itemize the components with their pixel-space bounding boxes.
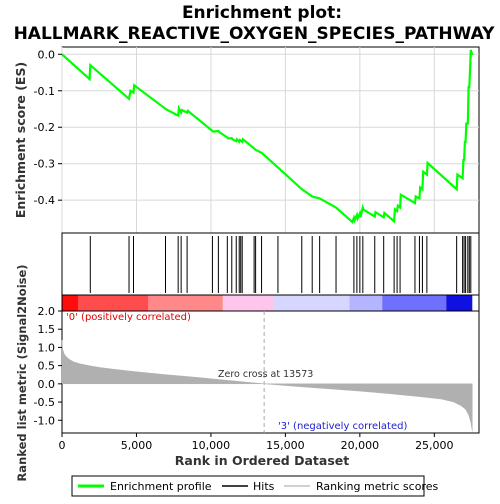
legend-enrichment-profile-label: Enrichment profile <box>110 480 212 493</box>
hits-panel <box>61 232 480 296</box>
x-tick-label: 5,000 <box>121 439 153 452</box>
title-block: Enrichment plot: HALLMARK_REACTIVE_OXYGE… <box>14 3 496 44</box>
color-bar-segment <box>349 295 383 311</box>
color-bar-segment <box>148 295 223 311</box>
x-tick-label: 20,000 <box>341 439 380 452</box>
x-tick-label: 10,000 <box>192 439 231 452</box>
color-bar-segment <box>382 295 447 311</box>
ranking-metric-area <box>61 340 473 432</box>
positive-label: '0' (positively correlated) <box>66 312 191 323</box>
negative-label: '3' (negatively correlated) <box>278 421 407 432</box>
hits-panel-frame <box>61 232 480 296</box>
x-axis-label: Rank in Ordered Dataset <box>175 453 349 468</box>
color-bar-segment <box>78 295 149 311</box>
zero-cross-label: Zero cross at 13573 <box>218 369 313 380</box>
rank-y-tick-label: 2.0 <box>38 305 56 318</box>
es-y-axis-label: Enrichment score (ES) <box>13 62 28 218</box>
rank-metric-panel: 2.0 1.5 1.0 0.5 0.0 -0.5 -1.0 '0' (positively … <box>15 264 480 482</box>
x-tick-label: 0 <box>59 439 66 452</box>
es-y-tick-label: -0.4 <box>34 194 55 207</box>
title-line-2: HALLMARK_REACTIVE_OXYGEN_SPECIES_PATHWAY <box>14 24 496 44</box>
x-axis: 0 5,000 10,000 15,000 20,000 25,000 <box>59 433 454 452</box>
rank-y-tick-label: -0.5 <box>34 396 55 409</box>
rank-y-axis: 2.0 1.5 1.0 0.5 0.0 -0.5 -1.0 <box>34 305 62 427</box>
hit-marks <box>89 236 472 293</box>
legend-hits-label: Hits <box>253 480 275 493</box>
x-tick-label: 25,000 <box>415 439 454 452</box>
rank-y-tick-label: 1.0 <box>38 341 56 354</box>
color-bar-segment <box>273 295 350 311</box>
es-y-tick-label: -0.3 <box>34 158 55 171</box>
color-bar-segment <box>62 295 79 311</box>
color-bar-segment <box>222 295 274 311</box>
title-line-1: Enrichment plot: <box>182 3 342 23</box>
legend: Enrichment profile Hits Ranking metric s… <box>71 475 438 497</box>
es-y-tick-label: 0.0 <box>38 48 56 61</box>
es-panel-frame <box>61 46 480 234</box>
color-bar-segment <box>446 295 473 311</box>
rank-y-axis-label: Ranked list metric (Signal2Noise) <box>15 264 29 481</box>
x-tick-label: 15,000 <box>266 439 305 452</box>
es-panel: 0.0 -0.1 -0.2 -0.3 -0.4 Enrichment score (ES… <box>13 46 480 234</box>
rank-y-tick-label: 0.5 <box>38 360 56 373</box>
enrichment-profile-line <box>61 49 474 225</box>
rank-y-tick-label: 0.0 <box>38 378 56 391</box>
legend-ranking-metric-label: Ranking metric scores <box>316 480 438 493</box>
ranked-list-color-bar <box>61 294 480 312</box>
es-y-axis: 0.0 -0.1 -0.2 -0.3 -0.4 <box>34 48 62 207</box>
rank-y-tick-label: -1.0 <box>34 414 55 427</box>
es-y-tick-label: -0.2 <box>34 121 55 134</box>
rank-y-tick-label: 1.5 <box>38 323 56 336</box>
es-y-tick-label: -0.1 <box>34 85 55 98</box>
